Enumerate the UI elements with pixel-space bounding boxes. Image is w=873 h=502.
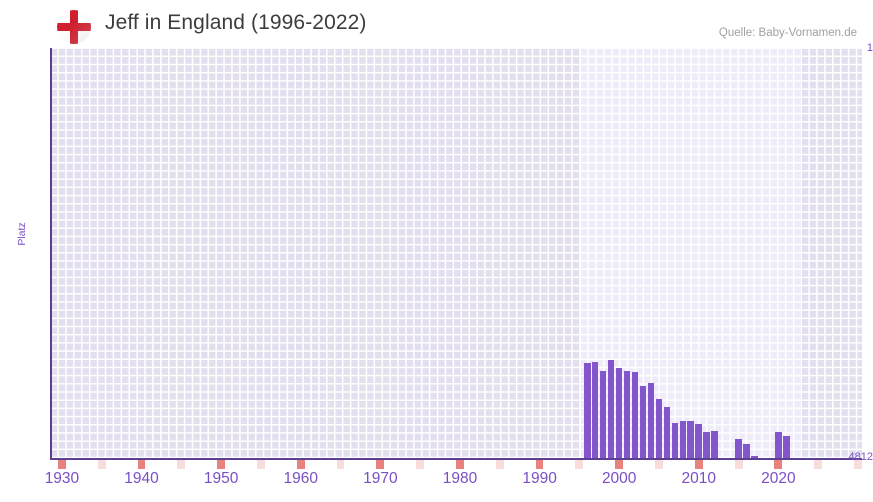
x-tick-mark-minor-1935 [97, 459, 106, 469]
bar-2015 [735, 438, 742, 458]
bar-2003 [639, 386, 647, 458]
x-tick-mark-minor-1955 [256, 459, 265, 469]
x-tick-label-1980: 1980 [442, 470, 478, 487]
x-tick-mark-1990 [535, 459, 544, 469]
y-axis-title: Platz [16, 222, 28, 246]
x-tick-label-1960: 1960 [283, 470, 318, 487]
x-tick-label-1990: 1990 [522, 470, 557, 487]
x-tick-mark-1950 [217, 459, 226, 469]
bar-2012 [711, 431, 718, 458]
plot-area [50, 48, 862, 458]
x-tick-mark-minor-1975 [416, 459, 425, 469]
bar-1998 [599, 370, 607, 458]
bar-2008 [679, 420, 687, 458]
source-attribution: Quelle: Baby-Vornamen.de [718, 27, 857, 39]
bar-2021 [782, 435, 790, 458]
x-tick-label-1940: 1940 [124, 470, 159, 487]
bar-1996 [583, 363, 591, 458]
x-tick-mark-2000 [615, 459, 624, 469]
x-tick-mark-minor-2030 [854, 459, 862, 469]
x-tick-mark-minor-1995 [575, 459, 584, 469]
bar-2005 [655, 399, 663, 458]
bar-2007 [671, 422, 679, 458]
y-axis-line [50, 48, 52, 459]
bar-2006 [663, 407, 671, 458]
bar-2017 [751, 456, 758, 458]
y-axis-tick-bottom: 4812 [848, 451, 873, 463]
x-tick-mark-minor-1985 [495, 459, 504, 469]
flag-cross-horizontal [57, 23, 91, 31]
x-tick-mark-1980 [456, 459, 464, 469]
x-tick-mark-1930 [57, 459, 66, 469]
x-tick-label-1930: 1930 [44, 470, 80, 487]
bar-1999 [607, 360, 615, 458]
x-tick-mark-minor-2005 [655, 459, 663, 469]
x-tick-mark-1970 [376, 459, 385, 469]
background-grid-historic [50, 48, 581, 458]
bar-1997 [591, 361, 599, 458]
x-tick-mark-1960 [296, 459, 305, 469]
bar-2020 [775, 431, 782, 458]
bar-2016 [743, 443, 750, 458]
bar-2010 [695, 423, 702, 458]
bar-2000 [615, 367, 623, 458]
x-tick-label-1950: 1950 [203, 470, 239, 487]
background-grid-future [801, 48, 862, 458]
x-tick-mark-minor-2025 [814, 459, 823, 469]
flag-circle-shading [57, 10, 91, 44]
x-tick-mark-minor-1965 [336, 459, 345, 469]
x-tick-mark-2010 [694, 459, 703, 469]
bar-2004 [647, 382, 655, 458]
x-tick-mark-1940 [137, 459, 146, 469]
england-flag-icon [57, 10, 91, 44]
bar-2009 [687, 421, 694, 458]
x-tick-label-2020: 2020 [761, 470, 796, 487]
x-tick-label-2000: 2000 [601, 470, 637, 487]
page-title: Jeff in England (1996-2022) [105, 11, 367, 34]
y-axis-tick-top: 1 [866, 42, 873, 54]
x-tick-label-2010: 2010 [681, 470, 717, 487]
x-tick-mark-minor-1945 [177, 459, 186, 469]
x-axis-line [50, 458, 862, 460]
bar-2011 [703, 432, 710, 458]
x-tick-mark-2020 [774, 459, 783, 469]
bar-2001 [623, 370, 631, 458]
x-tick-label-1970: 1970 [363, 470, 398, 487]
x-tick-mark-minor-2015 [734, 459, 743, 469]
bar-2002 [631, 372, 639, 458]
